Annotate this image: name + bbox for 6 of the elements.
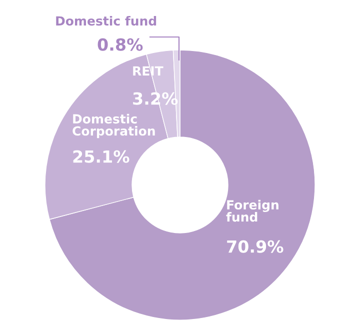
- data-label: 0.8%: [98, 38, 143, 51]
- data-label: 70.9%: [227, 240, 284, 253]
- slice-label: Foreign fund: [226, 200, 278, 222]
- data-label: 25.1%: [73, 150, 130, 163]
- slice-label: Domestic Corporation: [72, 114, 155, 138]
- slice-label: Domestic fund: [56, 16, 156, 26]
